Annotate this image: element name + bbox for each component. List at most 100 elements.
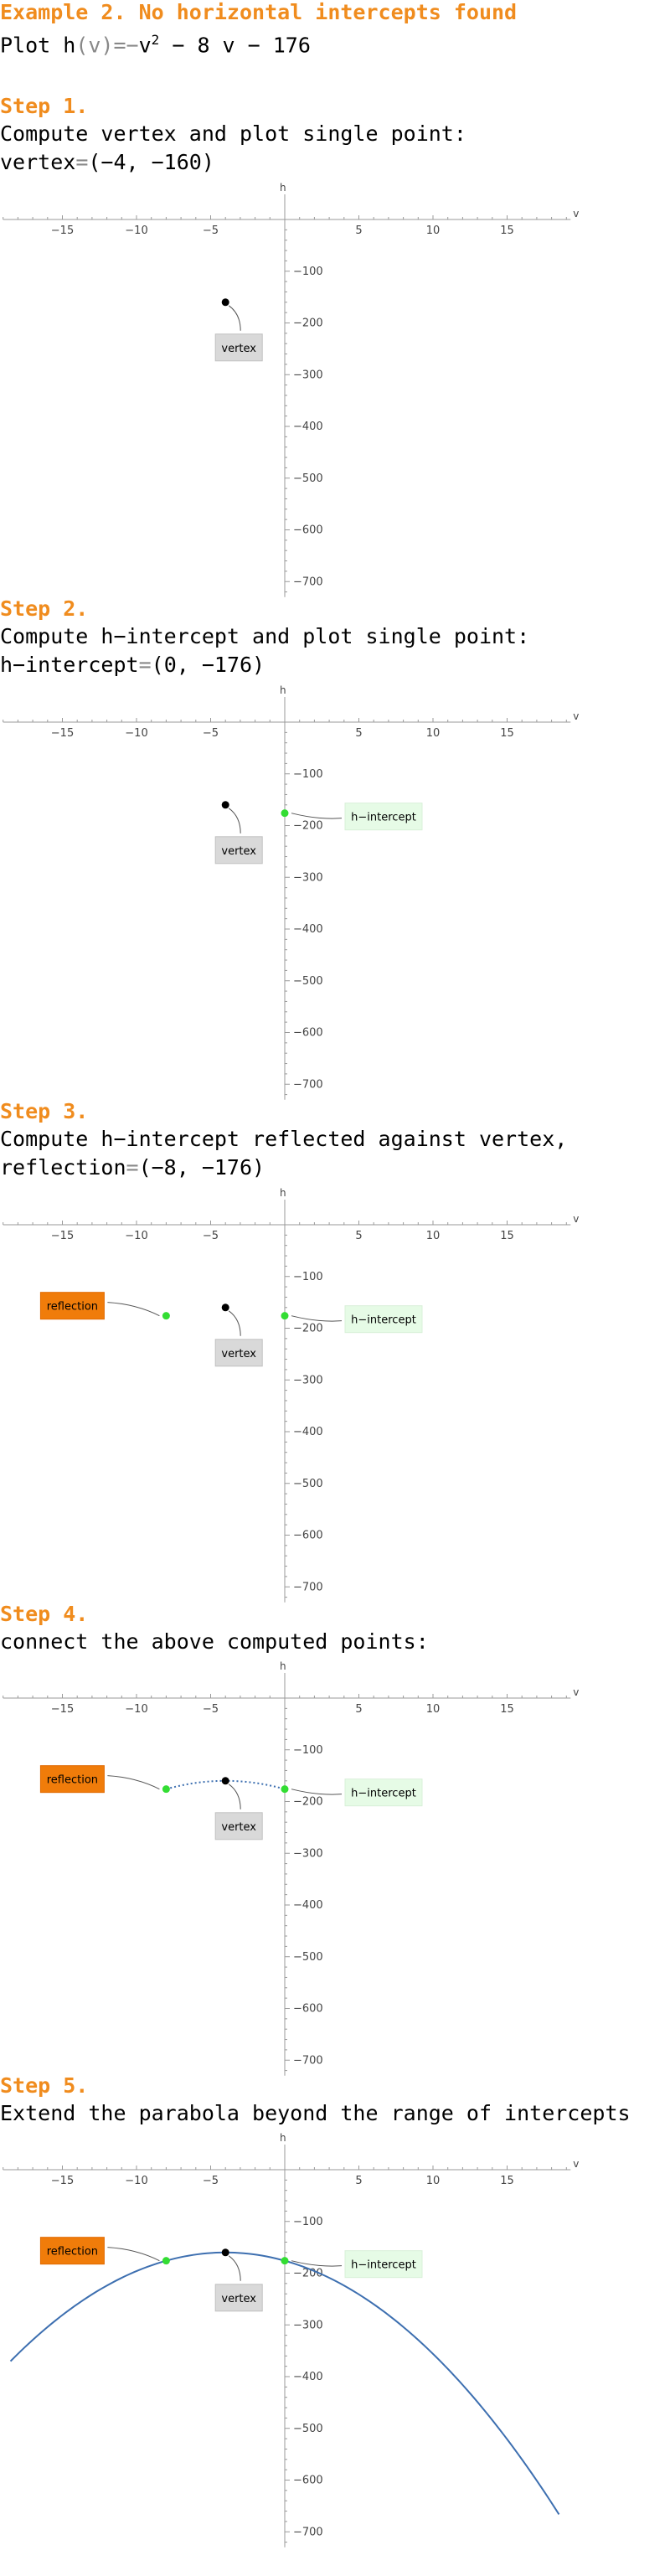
reflection-point [162,1312,170,1320]
step-label: Step 5. [0,2073,89,2098]
reflection-point [162,1785,170,1794]
plot-func-args: (v) [75,33,114,58]
vertex-callout-line [228,2255,241,2281]
y-tick-label: −700 [293,1581,323,1593]
x-tick-label: −5 [203,727,219,740]
y-axis-label: h [280,182,286,194]
y-tick-label: −300 [293,871,323,884]
x-tick-label: −5 [203,1703,219,1716]
h-intercept-label-box [344,1305,423,1334]
step-label: Step 3. [0,1099,89,1123]
step-value: reflection=(−8, −176) [0,1155,265,1180]
value-coords: (0, −176) [151,653,265,677]
x-tick-label: −15 [51,225,74,237]
reflection-label: reflection [47,2246,98,2259]
reflection-label-box [39,2237,105,2265]
vertex-label: vertex [221,343,256,355]
vertex-label: vertex [221,1348,256,1360]
x-tick-label: −10 [125,727,147,740]
x-tick-label: 10 [426,1230,441,1242]
y-tick-label: −400 [293,923,323,936]
vertex-point [221,2248,229,2257]
y-tick-label: −100 [293,2216,323,2228]
y-tick-label: −700 [293,2526,323,2538]
x-tick-label: −10 [125,2175,147,2187]
x-tick-label: −10 [125,1230,147,1242]
h-intercept-label-box [344,2250,423,2279]
plot-v: v [138,33,152,58]
x-tick-label: −10 [125,225,147,237]
y-tick-label: −200 [293,1796,323,1809]
step-3: Step 3. Compute h−intercept reflected ag… [0,1099,670,1603]
reflection-label-box [39,1765,105,1794]
y-tick-label: −100 [293,1271,323,1283]
step-description: Compute h−intercept and plot single poin… [0,624,530,648]
y-axis-label: h [280,684,286,696]
vertex-label: vertex [221,2293,256,2305]
h-intercept-label-box [344,1778,423,1807]
y-tick-label: −300 [293,1847,323,1860]
h-intercept-label: h−intercept [351,812,416,824]
x-tick-label: 5 [355,1703,362,1716]
h-intercept-callout-line [291,1789,343,1795]
function-definition: Plot h(v)=−v2 − 8 v − 176 [0,32,311,57]
vertex-point [221,1303,229,1312]
x-tick-label: 10 [426,1703,441,1716]
y-tick-label: −100 [293,1744,323,1757]
vertex-callout-line [228,1784,241,1809]
equals-sign: = [138,653,152,677]
y-tick-label: −500 [293,975,323,988]
chart-step-2: −15 −10 −5 5 10 15 −100 −200 −300 −400 −500 −600 −70… [3,684,579,1100]
vertex-label-box [214,2284,263,2312]
x-tick-label: 10 [426,225,441,237]
x-tick-label: 5 [355,727,362,740]
y-tick-label: −700 [293,576,323,588]
reflection-callout-line [107,1775,160,1790]
vertex-label-box [214,1339,263,1367]
h-intercept-point [281,1312,289,1320]
step-description: Extend the parabola beyond the range of … [0,2101,631,2125]
vertex-label-box [214,1812,263,1840]
y-tick-label: −500 [293,1478,323,1490]
plot-minus: − [126,33,139,58]
h-intercept-point [281,1785,289,1794]
y-tick-label: −200 [293,1323,323,1335]
vertex-label-box [214,333,263,362]
x-tick-label: −5 [203,1230,219,1242]
x-tick-label: −15 [51,2175,74,2187]
reflection-callout-line [107,2247,160,2262]
x-tick-label: 5 [355,225,362,237]
x-axis-label: v [573,1213,579,1225]
x-tick-label: 15 [500,2175,514,2187]
h-intercept-callout-line [291,2260,343,2267]
y-tick-label: −600 [293,524,323,537]
y-tick-label: −400 [293,2371,323,2383]
x-tick-label: 15 [500,225,514,237]
chart-step-5: −15 −10 −5 5 10 15 −100 −200 −300 −400 −500 −600 −70… [3,2132,579,2548]
step-1: Step 1. Compute vertex and plot single p… [0,94,670,597]
y-tick-label: −600 [293,1530,323,1542]
reflection-point [162,2257,170,2265]
step-4: Step 4. connect the above computed point… [0,1602,670,2104]
step-label: Step 2. [0,596,89,621]
page-title: Example 2. No horizontal intercepts foun… [0,0,518,24]
h-intercept-label: h−intercept [351,1788,416,1800]
y-tick-label: −300 [293,2319,323,2331]
reflection-label: reflection [47,1774,98,1787]
value-name: h−intercept [0,653,139,677]
step-label: Step 4. [0,1602,89,1626]
x-axis-label: v [573,1686,579,1698]
x-tick-label: −15 [51,1230,74,1242]
plot-prefix: Plot h [0,33,76,58]
step-description: connect the above computed points: [0,1629,429,1654]
x-axis-label: v [573,2158,579,2170]
step-label: Step 1. [0,94,89,118]
h-intercept-label: h−intercept [351,2259,416,2272]
x-tick-label: 5 [355,1230,362,1242]
h-intercept-callout-line [291,1315,343,1322]
y-tick-label: −400 [293,421,323,433]
y-axis-label: h [280,1187,286,1199]
x-tick-label: −5 [203,225,219,237]
x-axis-label: v [573,710,579,722]
y-tick-label: −500 [293,2423,323,2435]
